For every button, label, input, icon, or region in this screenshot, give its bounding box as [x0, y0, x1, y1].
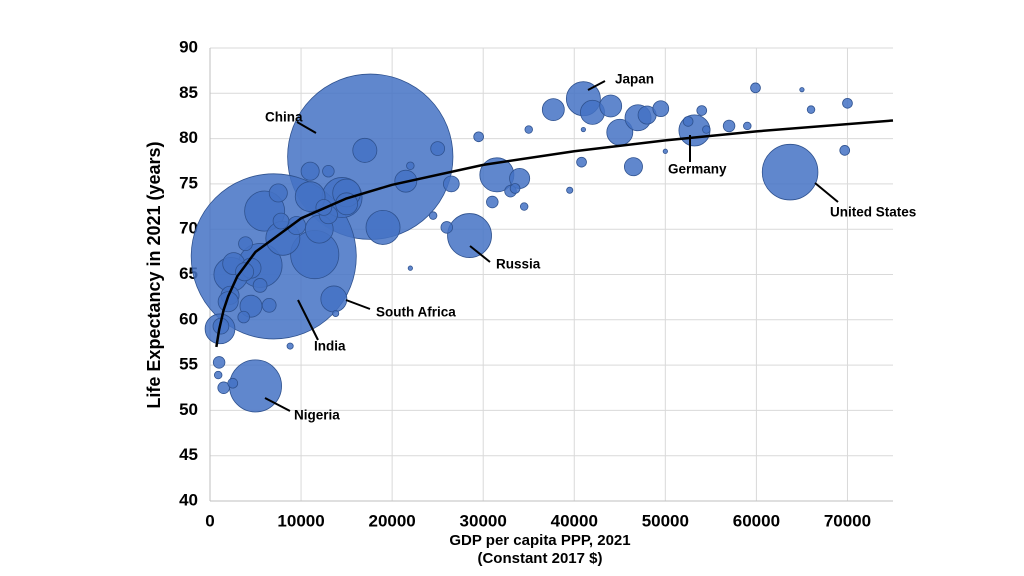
bubble — [352, 137, 378, 163]
bubble — [839, 145, 851, 156]
bubble — [428, 211, 438, 220]
annotation: Russia — [496, 257, 541, 272]
bubble — [442, 175, 460, 193]
bubble — [524, 125, 533, 134]
bubble — [473, 131, 484, 143]
bubble — [566, 186, 574, 194]
bubble — [365, 209, 401, 245]
bubble — [407, 265, 413, 271]
bubble — [261, 297, 277, 313]
bubble — [599, 94, 623, 118]
bubble — [268, 183, 288, 203]
bubble — [842, 97, 853, 109]
x-tick-label: 70000 — [824, 511, 871, 530]
annotation: United States — [830, 205, 916, 220]
bubble — [702, 125, 711, 134]
y-tick-label: 55 — [179, 355, 198, 374]
bubble — [696, 105, 708, 116]
y-tick-label: 50 — [179, 400, 198, 419]
y-axis-title: Life Expectancy in 2021 (years) — [144, 141, 164, 408]
bubble — [286, 342, 294, 350]
bubble — [237, 310, 250, 324]
bubble — [272, 212, 290, 230]
bubble — [235, 262, 255, 282]
bubble — [486, 195, 499, 209]
bubble — [332, 309, 340, 317]
bubble — [406, 161, 415, 170]
bubble — [580, 126, 586, 133]
annotation-line — [469, 245, 491, 263]
bubble — [322, 164, 335, 178]
x-tick-label: 0 — [205, 511, 214, 530]
annotation-line — [264, 397, 291, 412]
x-tick-label: 20000 — [368, 511, 415, 530]
bubble — [430, 141, 446, 156]
annotation-line — [297, 299, 319, 341]
annotation-line — [296, 121, 317, 134]
trend-line — [215, 119, 894, 348]
x-tick-label: 30000 — [460, 511, 507, 530]
bubble — [576, 156, 587, 168]
bubble — [761, 143, 819, 201]
annotation: Germany — [668, 162, 727, 177]
y-tick-label: 85 — [179, 83, 198, 102]
bubble — [213, 370, 223, 380]
bubble — [440, 221, 453, 234]
annotation: Nigeria — [294, 408, 340, 423]
y-tick-label: 60 — [179, 309, 198, 328]
bubble — [743, 121, 752, 131]
x-tick-label: 40000 — [551, 511, 598, 530]
bubble — [238, 236, 253, 252]
bubble — [519, 202, 529, 211]
y-tick-label: 45 — [179, 445, 198, 464]
bubble — [320, 285, 348, 313]
annotation: India — [314, 339, 346, 354]
bubble — [212, 356, 226, 369]
annotation: South Africa — [376, 305, 456, 320]
bubble — [252, 278, 268, 293]
x-axis-title: (Constant 2017 $) — [477, 550, 602, 567]
bubble — [541, 98, 565, 122]
bubble — [300, 161, 320, 181]
x-tick-label: 10000 — [277, 511, 324, 530]
bubble — [799, 87, 805, 93]
y-tick-label: 75 — [179, 173, 198, 192]
bubble — [217, 291, 239, 313]
bubbles — [190, 73, 853, 413]
bubble — [509, 183, 521, 194]
bubble — [227, 377, 239, 389]
y-tick-label: 80 — [179, 128, 198, 147]
annotation: Japan — [615, 72, 654, 87]
bubble — [806, 105, 816, 114]
annotation-line — [587, 80, 606, 91]
annotation-line — [814, 182, 839, 203]
y-tick-label: 40 — [179, 490, 198, 509]
y-tick-label: 90 — [179, 37, 198, 56]
bubble — [217, 381, 230, 394]
y-tick-label: 70 — [179, 219, 198, 238]
annotation: China — [265, 110, 303, 125]
x-tick-label: 60000 — [733, 511, 780, 530]
x-axis-title: GDP per capita PPP, 2021 — [449, 532, 630, 549]
bubble — [623, 157, 643, 177]
bubble — [722, 119, 736, 133]
bubble — [662, 148, 668, 154]
annotation-line — [345, 299, 371, 310]
bubble — [682, 116, 694, 127]
x-tick-label: 50000 — [642, 511, 689, 530]
bubble — [652, 100, 670, 118]
bubble — [447, 213, 492, 258]
bubble — [750, 82, 761, 94]
